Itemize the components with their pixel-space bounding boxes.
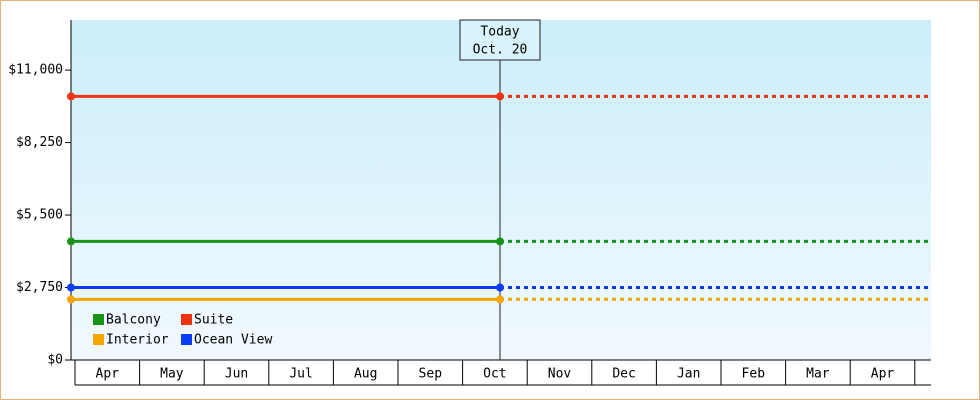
- today-date: Oct. 20: [473, 43, 528, 58]
- series-point: [67, 295, 75, 304]
- y-tick-label: $2,750: [16, 280, 63, 295]
- legend-swatch: [181, 334, 192, 345]
- series-point: [496, 237, 504, 246]
- series-point: [67, 283, 75, 292]
- y-tick-label: $5,500: [16, 208, 63, 223]
- x-tick-label: Feb: [742, 367, 766, 382]
- legend-swatch: [93, 334, 104, 345]
- legend-label: Balcony: [106, 313, 161, 328]
- legend-swatch: [181, 314, 192, 325]
- x-tick-label: Jun: [225, 367, 248, 382]
- legend-label: Ocean View: [194, 333, 272, 348]
- y-tick-label: $8,250: [16, 135, 63, 150]
- today-label: Today: [480, 25, 519, 40]
- x-tick-label: Apr: [96, 367, 120, 382]
- x-tick-label: Jan: [677, 367, 700, 382]
- x-tick-label: Aug: [354, 367, 377, 382]
- x-tick-label: Apr: [871, 367, 895, 382]
- plot-area: [71, 20, 931, 360]
- series-point: [496, 295, 504, 304]
- series-point: [496, 92, 504, 101]
- x-tick-label: Mar: [806, 367, 830, 382]
- x-tick-label: Sep: [419, 367, 443, 382]
- legend-label: Interior: [106, 333, 169, 348]
- legend-label: Suite: [194, 313, 233, 328]
- today-box: [459, 19, 541, 61]
- legend-swatch: [93, 314, 104, 325]
- x-tick-label: May: [160, 367, 184, 382]
- x-tick-label: Oct: [483, 367, 506, 382]
- x-tick-label: Dec: [612, 367, 635, 382]
- x-tick-label: Jul: [289, 367, 312, 382]
- series-point: [67, 92, 75, 101]
- series-point: [496, 283, 504, 292]
- y-tick-label: $11,000: [8, 63, 63, 78]
- series-point: [67, 237, 75, 246]
- x-tick-label: Nov: [548, 367, 572, 382]
- y-tick-label: $0: [47, 353, 63, 368]
